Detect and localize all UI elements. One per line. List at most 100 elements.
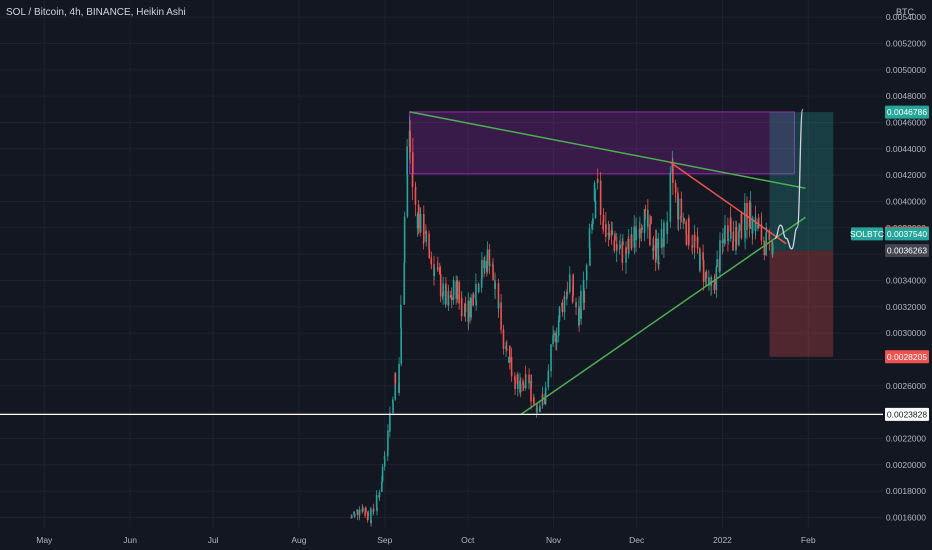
candle-body: [467, 300, 470, 322]
price-tag: [885, 244, 929, 258]
x-tick-label: May: [36, 535, 53, 545]
candle-body: [430, 258, 433, 265]
y-tick-label: 0.0026000: [886, 381, 926, 391]
projection-path: [774, 108, 804, 250]
candle-body: [738, 231, 740, 246]
time-axis[interactable]: May Jun Jul Aug Sep Oct Nov Dec 2022 Feb: [36, 535, 816, 545]
candle-body: [768, 235, 771, 240]
candle-body: [442, 283, 444, 297]
y-tick-label: 0.0018000: [886, 486, 926, 496]
candle-body: [524, 374, 527, 376]
candle-body: [389, 413, 391, 432]
candle-body: [732, 241, 734, 251]
candle-body: [400, 304, 402, 328]
candle-body: [353, 513, 356, 517]
candle-body: [571, 295, 574, 303]
candle-body: [693, 234, 696, 242]
candle-body: [460, 297, 463, 317]
candle-body: [605, 224, 607, 237]
ascending-trendline: [519, 216, 806, 416]
candle-body: [535, 407, 538, 413]
candle-body: [455, 282, 457, 299]
candle-body: [602, 214, 605, 223]
candle-body: [472, 294, 474, 306]
candle-body: [522, 380, 524, 385]
drawing-zones: [409, 111, 834, 357]
candle-body: [506, 348, 508, 350]
candle-body: [464, 303, 467, 312]
candle-body: [687, 218, 690, 246]
candle-body: [364, 512, 366, 516]
candle-body: [550, 344, 552, 367]
candle-body: [729, 218, 732, 232]
candle-body: [674, 187, 677, 193]
x-tick-label: Jun: [123, 535, 137, 545]
candle-body: [685, 234, 688, 245]
candle-body: [398, 363, 400, 393]
candle-body: [754, 217, 757, 231]
candle-body: [417, 204, 420, 229]
candles: [350, 116, 774, 527]
candle-body: [403, 263, 406, 305]
y-tick-label: 0.0022000: [886, 433, 926, 443]
candle-body: [757, 224, 759, 229]
candle-body: [414, 189, 417, 205]
x-tick-label: Jul: [208, 535, 219, 545]
y-tick-label: 0.0040000: [886, 196, 926, 206]
y-tick-label: 0.0048000: [886, 91, 926, 101]
candle-body: [522, 384, 525, 389]
candle-body: [682, 221, 684, 223]
candle-body: [727, 238, 730, 241]
candle-body: [475, 300, 477, 306]
candle-body: [727, 225, 729, 241]
candle-body: [588, 228, 591, 249]
currency-label: BTC: [896, 7, 914, 17]
candle-body: [494, 283, 496, 289]
candle-body: [387, 430, 389, 450]
candle-body: [696, 236, 699, 249]
candle-body: [654, 238, 657, 263]
candle-body: [738, 224, 741, 232]
candle-body: [685, 221, 688, 235]
candle-body: [652, 245, 655, 251]
x-tick-label: Aug: [291, 535, 306, 545]
candle-body: [539, 405, 541, 412]
candle-body: [680, 198, 683, 218]
candle-body: [599, 180, 602, 209]
candle-body: [458, 282, 461, 295]
candle-body: [438, 267, 441, 275]
triangle-top-line: [669, 161, 787, 245]
candle-body: [419, 213, 422, 233]
candle-body: [533, 397, 535, 404]
candle-body: [702, 252, 704, 260]
candle-body: [372, 510, 375, 512]
candle-body: [585, 265, 588, 271]
candle-body: [732, 231, 735, 242]
candle-body: [566, 291, 569, 293]
candle-body: [497, 283, 500, 309]
candle-body: [470, 297, 472, 318]
candle-body: [633, 226, 635, 242]
y-tick-label: 0.0032000: [886, 302, 926, 312]
candle-body: [735, 226, 738, 246]
candle-body: [708, 276, 710, 286]
candle-body: [591, 224, 593, 229]
candle-body: [679, 217, 682, 219]
candle-body: [381, 466, 384, 482]
candle-body: [553, 333, 555, 336]
candle-body: [547, 371, 550, 377]
price-tag: [885, 105, 929, 119]
candle-body: [627, 239, 630, 249]
chart-grid: [0, 0, 883, 528]
candle-body: [575, 306, 577, 308]
candle-body: [702, 259, 705, 282]
candle-body: [422, 241, 425, 243]
candle-body: [643, 209, 646, 233]
candle-body: [458, 294, 460, 304]
candle-body: [599, 208, 602, 215]
candle-body: [366, 512, 369, 521]
candle-body: [519, 380, 521, 393]
price-axis[interactable]: 0.0016000 0.0018000 0.0020000 0.0022000 0.00…: [886, 12, 926, 522]
candle-body: [358, 509, 361, 515]
